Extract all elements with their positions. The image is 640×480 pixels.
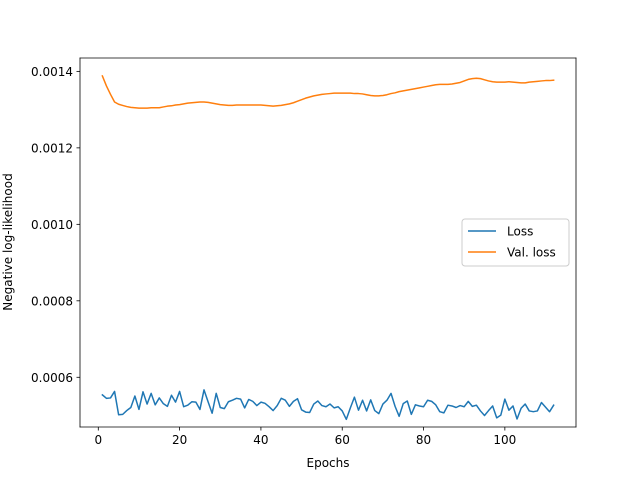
x-tick-label: 100 <box>493 433 516 447</box>
ticks: 0 20 40 60 80 100 0.0006 0.0008 0.0010 0.0012 0.00… <box>31 65 516 447</box>
y-tick-label: 0.0006 <box>31 371 73 385</box>
y-tick-label: 0.0010 <box>31 218 73 232</box>
series-line-loss <box>101 389 555 421</box>
y-axis-label: Negative log-likelihood <box>1 173 15 310</box>
y-tick-label: 0.0008 <box>31 294 73 308</box>
series-line-val-loss <box>101 74 555 109</box>
series-layer <box>101 74 555 421</box>
x-tick-label: 80 <box>416 433 431 447</box>
x-tick-label: 60 <box>335 433 350 447</box>
y-tick-label: 0.0012 <box>31 141 73 155</box>
x-tick-label: 0 <box>94 433 102 447</box>
axes <box>79 57 577 428</box>
x-tick-label: 40 <box>253 433 268 447</box>
y-tick-label: 0.0014 <box>31 65 73 79</box>
x-axis-label: Epochs <box>307 456 350 470</box>
legend-label-loss: Loss <box>507 225 533 239</box>
legend: Loss Val. loss <box>461 218 570 267</box>
legend-label-val-loss: Val. loss <box>507 246 556 260</box>
x-tick-label: 20 <box>172 433 187 447</box>
